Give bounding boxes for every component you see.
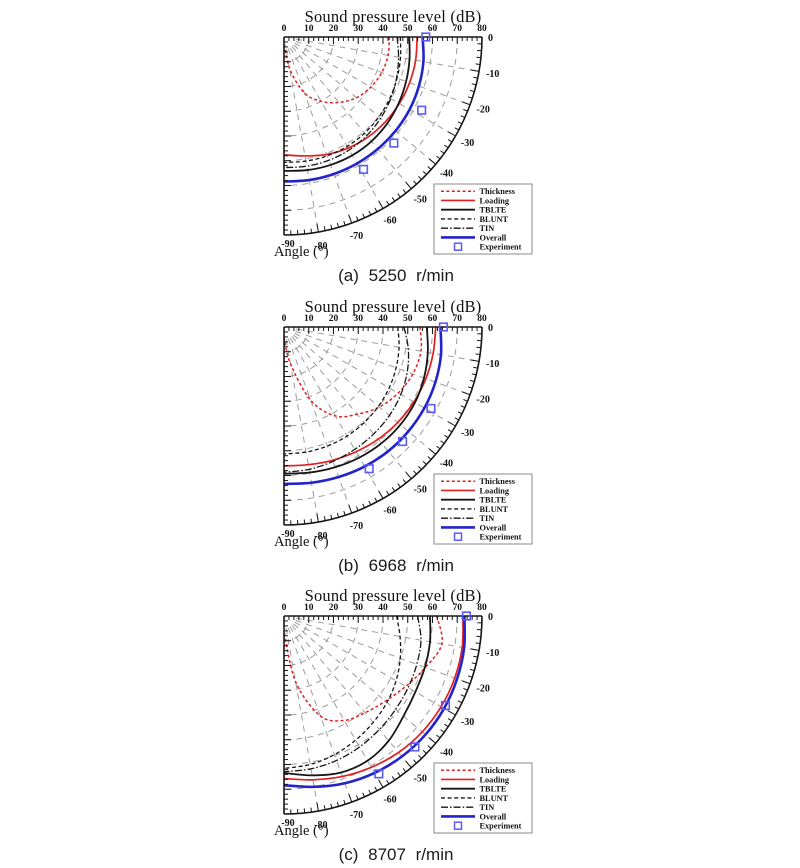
svg-text:0: 0 <box>488 33 493 44</box>
svg-text:-10: -10 <box>486 648 499 659</box>
angle-axis-label: Angle (°) <box>274 823 329 839</box>
svg-text:BLUNT: BLUNT <box>480 505 509 514</box>
svg-text:40: 40 <box>378 24 388 34</box>
svg-text:-50: -50 <box>414 194 427 205</box>
svg-text:0: 0 <box>282 24 287 34</box>
chart-caption-c: (c) 8707 r/min <box>338 845 454 864</box>
svg-text:-10: -10 <box>486 69 499 80</box>
svg-text:BLUNT: BLUNT <box>480 215 509 224</box>
svg-text:30: 30 <box>354 603 364 613</box>
svg-text:Thickness: Thickness <box>480 477 516 486</box>
svg-text:-40: -40 <box>440 458 453 469</box>
svg-text:-80: -80 <box>314 531 327 542</box>
chart-caption-a: (a) 5250 r/min <box>338 266 454 285</box>
chart-block-a: 0 10 20 30 40 50 60 70 80 0 -10 -20 -30 -40 -50 -60 -70-… <box>248 0 558 289</box>
svg-text:30: 30 <box>354 314 364 324</box>
svg-text:-80: -80 <box>314 820 327 831</box>
svg-text:TBLTE: TBLTE <box>480 496 507 505</box>
svg-text:-20: -20 <box>477 395 490 406</box>
svg-text:70: 70 <box>453 314 463 324</box>
svg-text:-50: -50 <box>414 484 427 495</box>
svg-text:80: 80 <box>477 24 487 34</box>
svg-text:50: 50 <box>403 603 413 613</box>
svg-text:10: 10 <box>304 603 314 613</box>
radial-axis-title: Sound pressure level (dB) <box>304 7 482 26</box>
svg-text:20: 20 <box>329 24 339 34</box>
svg-text:30: 30 <box>354 24 364 34</box>
svg-text:TIN: TIN <box>480 514 495 523</box>
svg-text:-10: -10 <box>486 359 499 370</box>
polar-plot-a: 0 10 20 30 40 50 60 70 800-10-20-30-40-50-60-70-… <box>281 24 533 255</box>
svg-text:-70: -70 <box>350 231 363 242</box>
svg-text:-40: -40 <box>440 747 453 758</box>
svg-text:-70: -70 <box>350 810 363 821</box>
radial-axis-title: Sound pressure level (dB) <box>304 586 482 605</box>
svg-text:0: 0 <box>488 612 493 623</box>
svg-text:-90: -90 <box>281 239 294 250</box>
svg-text:70: 70 <box>453 603 463 613</box>
svg-text:-40: -40 <box>440 168 453 179</box>
svg-text:Experiment: Experiment <box>480 243 522 252</box>
svg-text:40: 40 <box>378 314 388 324</box>
svg-text:-80: -80 <box>314 241 327 252</box>
svg-text:-60: -60 <box>383 795 396 806</box>
svg-text:-60: -60 <box>383 216 396 227</box>
radial-axis-title: Sound pressure level (dB) <box>304 297 482 316</box>
svg-text:70: 70 <box>453 24 463 34</box>
svg-text:Overall: Overall <box>480 523 507 532</box>
svg-text:BLUNT: BLUNT <box>480 794 509 803</box>
svg-text:50: 50 <box>403 314 413 324</box>
svg-text:-30: -30 <box>461 138 474 149</box>
svg-text:0: 0 <box>282 603 287 613</box>
svg-text:Loading: Loading <box>480 196 510 205</box>
svg-text:TIN: TIN <box>480 224 495 233</box>
svg-text:-70: -70 <box>350 521 363 532</box>
chart-block-c: 0 10 20 30 40 50 60 70 80 0 -10 -20 -30 -40 -50 -60 -70-… <box>248 579 558 868</box>
svg-text:Overall: Overall <box>480 233 507 242</box>
svg-text:20: 20 <box>329 314 339 324</box>
svg-text:0: 0 <box>488 323 493 334</box>
svg-text:80: 80 <box>477 603 487 613</box>
polar-plot-b: 0 10 20 30 40 50 60 70 800-10-20-30-40-50-60-70-… <box>281 314 533 545</box>
svg-text:60: 60 <box>428 24 438 34</box>
svg-text:40: 40 <box>378 603 388 613</box>
svg-text:Experiment: Experiment <box>480 822 522 831</box>
svg-text:60: 60 <box>428 314 438 324</box>
chart-caption-b: (b) 6968 r/min <box>338 556 454 575</box>
svg-text:Overall: Overall <box>480 812 507 821</box>
svg-text:-20: -20 <box>477 684 490 695</box>
svg-text:-90: -90 <box>281 818 294 829</box>
svg-text:-30: -30 <box>461 428 474 439</box>
chart-block-b: 0 10 20 30 40 50 60 70 80 0 -10 -20 -30 -40 -50 -60 -70-… <box>248 290 558 579</box>
svg-text:TBLTE: TBLTE <box>480 206 507 215</box>
svg-text:-20: -20 <box>477 105 490 116</box>
svg-text:TIN: TIN <box>480 803 495 812</box>
svg-text:60: 60 <box>428 603 438 613</box>
svg-text:-50: -50 <box>414 773 427 784</box>
polar-plot-c: 0 10 20 30 40 50 60 70 800-10-20-30-40-50-60-70-… <box>281 603 533 834</box>
svg-text:10: 10 <box>304 314 314 324</box>
svg-text:50: 50 <box>403 24 413 34</box>
svg-text:80: 80 <box>477 314 487 324</box>
svg-text:-30: -30 <box>461 717 474 728</box>
svg-text:Experiment: Experiment <box>480 533 522 542</box>
svg-text:TBLTE: TBLTE <box>480 785 507 794</box>
svg-text:Thickness: Thickness <box>480 187 516 196</box>
svg-text:-60: -60 <box>383 506 396 517</box>
svg-text:Loading: Loading <box>480 486 510 495</box>
svg-text:Loading: Loading <box>480 775 510 784</box>
angle-axis-label: Angle (°) <box>274 534 329 550</box>
svg-text:0: 0 <box>282 314 287 324</box>
svg-text:10: 10 <box>304 24 314 34</box>
svg-text:Thickness: Thickness <box>480 766 516 775</box>
svg-text:-90: -90 <box>281 529 294 540</box>
svg-text:20: 20 <box>329 603 339 613</box>
angle-axis-label: Angle (°) <box>274 244 329 260</box>
